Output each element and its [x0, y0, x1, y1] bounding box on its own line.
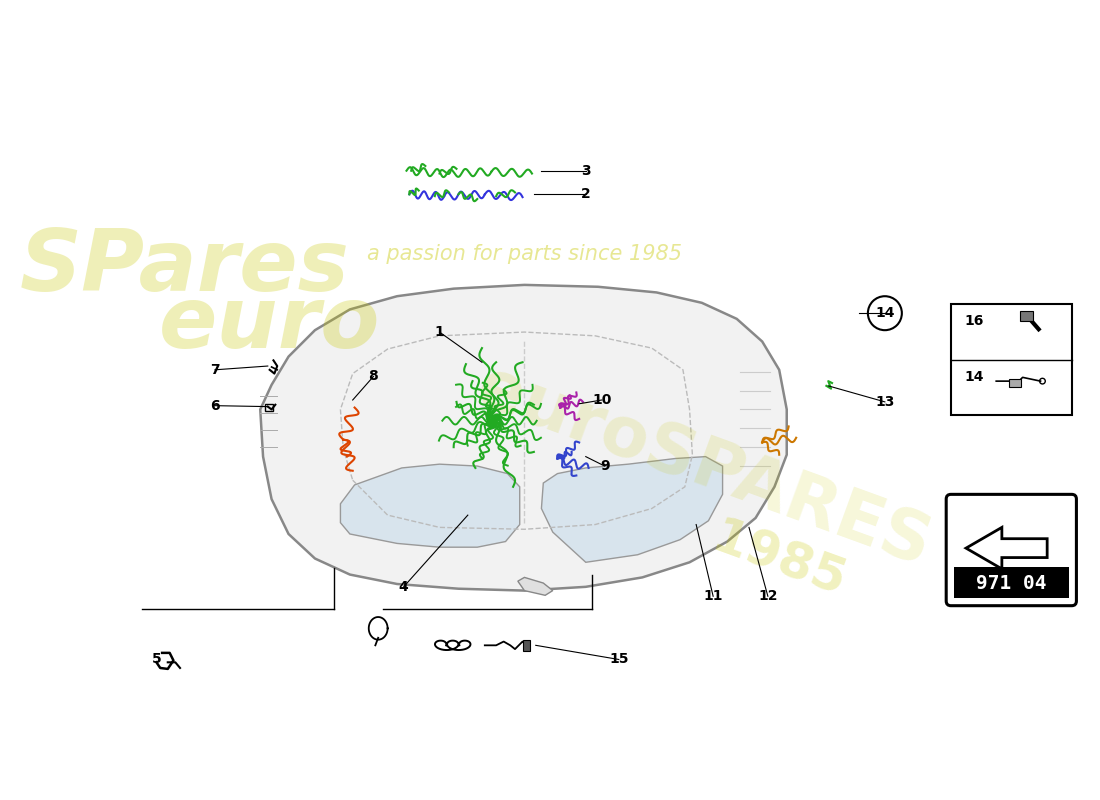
Text: SPares: SPares: [20, 226, 350, 310]
Text: a passion for parts since 1985: a passion for parts since 1985: [367, 244, 682, 264]
Bar: [950, 304, 1071, 415]
Text: 971 04: 971 04: [976, 574, 1046, 593]
Polygon shape: [518, 578, 552, 595]
Text: 5: 5: [152, 653, 162, 666]
Text: 2: 2: [581, 187, 591, 202]
Text: euro: euro: [160, 283, 381, 366]
Bar: [954, 567, 1069, 598]
Text: 7: 7: [210, 363, 220, 377]
Text: 11: 11: [703, 590, 723, 603]
Text: 15: 15: [609, 653, 628, 666]
Text: 13: 13: [876, 395, 894, 409]
Text: 14: 14: [964, 370, 983, 384]
Text: 1: 1: [434, 325, 444, 339]
Text: 3: 3: [581, 164, 591, 178]
Text: euroSPARES: euroSPARES: [468, 353, 939, 579]
Polygon shape: [966, 527, 1047, 569]
Text: 8: 8: [368, 370, 378, 383]
Text: 10: 10: [592, 393, 612, 407]
Bar: [1010, 379, 1021, 386]
Text: 16: 16: [964, 314, 983, 328]
Polygon shape: [541, 457, 723, 562]
Text: 12: 12: [758, 590, 778, 603]
Bar: [522, 640, 530, 651]
Text: 1985: 1985: [705, 514, 852, 606]
Bar: [1020, 311, 1033, 321]
Text: 4: 4: [399, 580, 408, 594]
Text: 9: 9: [600, 459, 609, 473]
Polygon shape: [340, 464, 519, 547]
Polygon shape: [261, 285, 786, 590]
Text: 6: 6: [210, 398, 220, 413]
FancyBboxPatch shape: [946, 494, 1077, 606]
Bar: [265, 404, 273, 411]
Text: 14: 14: [876, 306, 894, 320]
